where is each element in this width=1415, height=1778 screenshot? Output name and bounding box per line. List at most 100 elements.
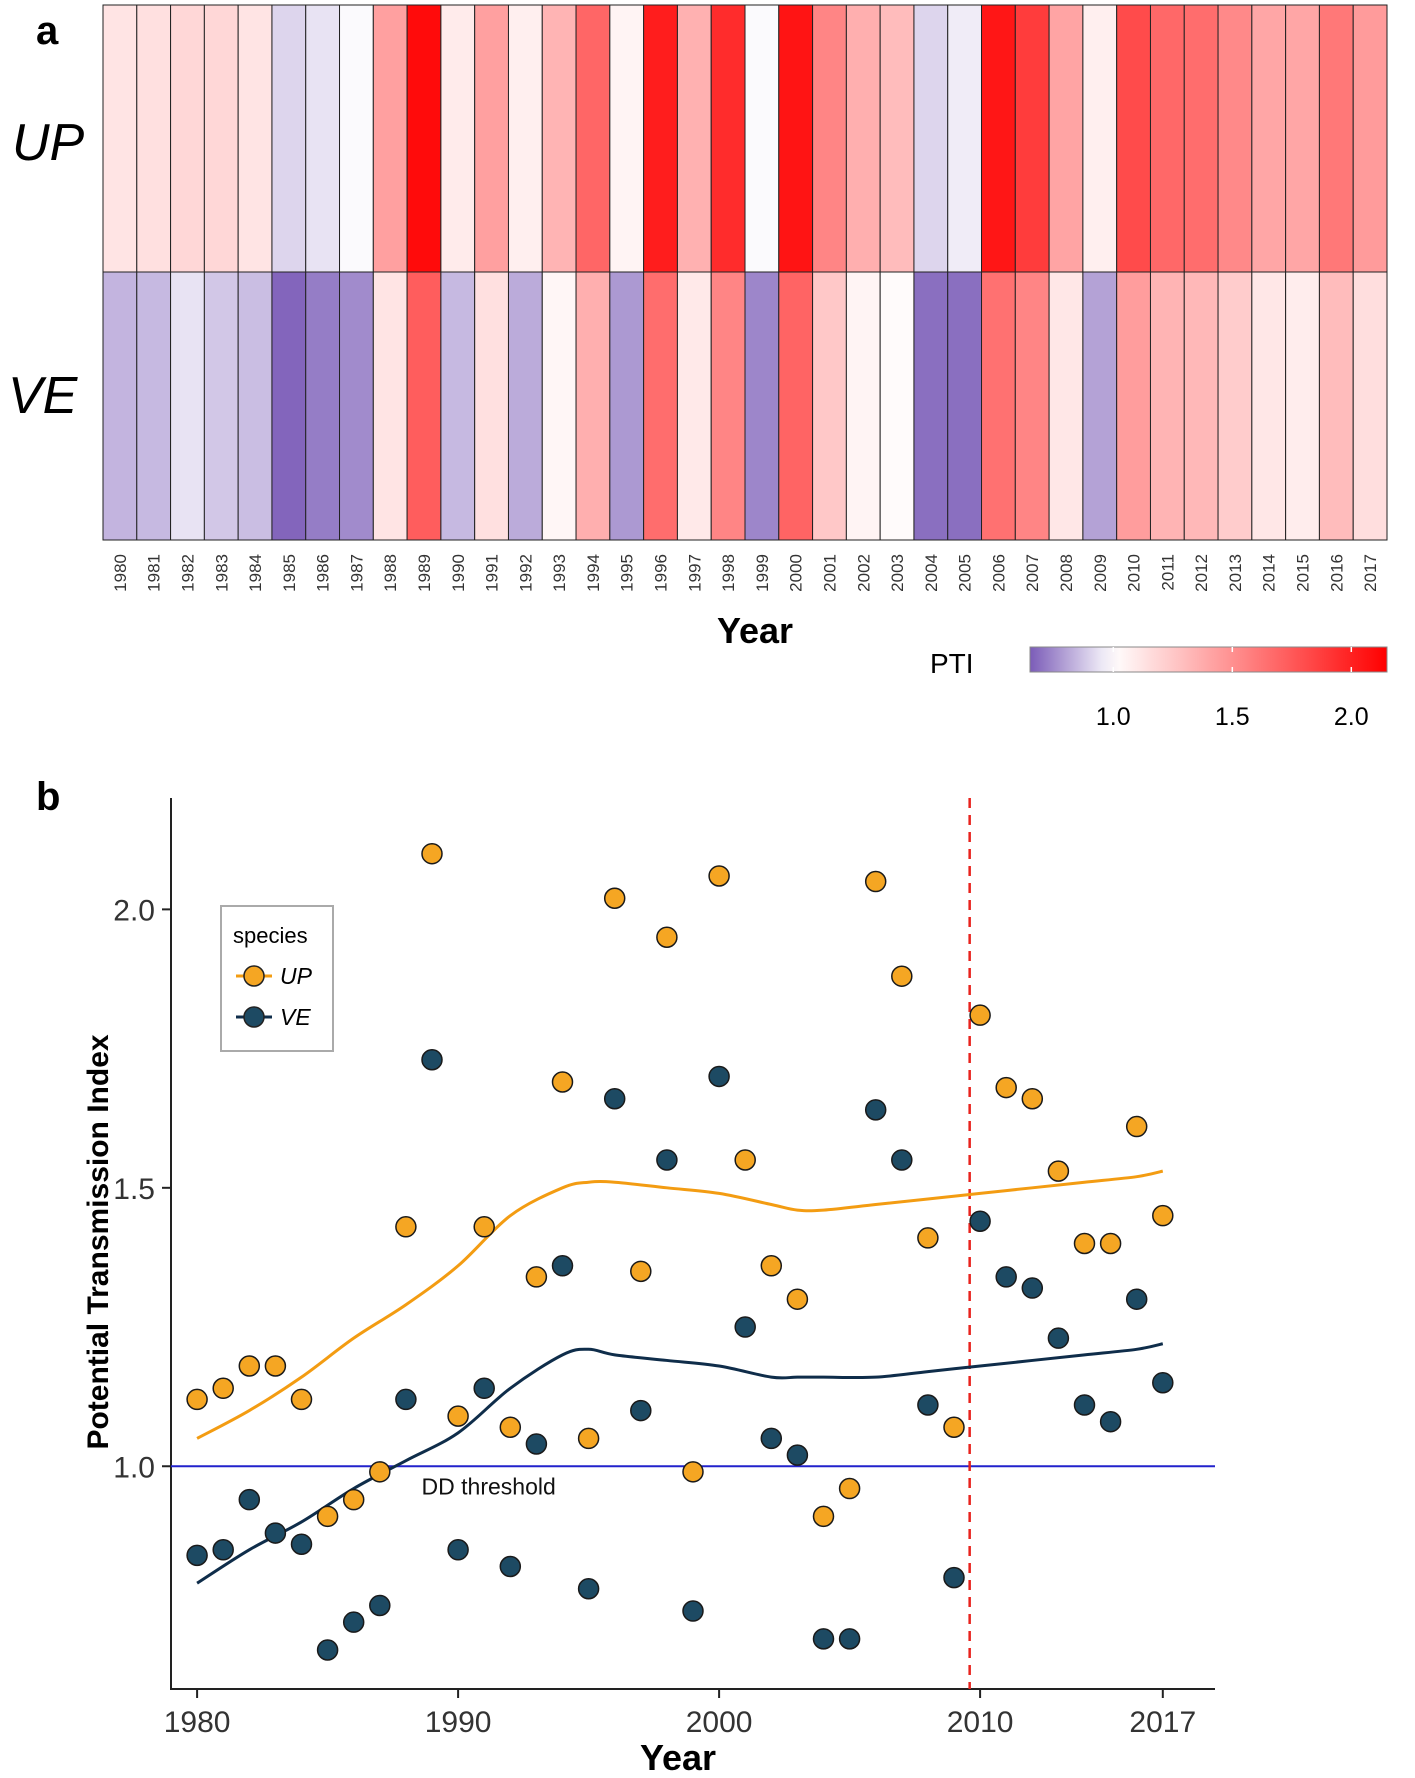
- heat-cell-up-1986: [305, 4, 341, 273]
- panel-a-label: a: [36, 9, 59, 53]
- heat-cell-ve-1984: [237, 271, 273, 541]
- point-up-2004: [812, 1505, 835, 1528]
- point-up-2009: [943, 1416, 965, 1439]
- point-ve-2015: [1099, 1410, 1122, 1433]
- heat-cell-ve-1997: [676, 271, 712, 541]
- x-tick-label: 2010: [947, 1706, 1014, 1739]
- heat-year-tick: 1993: [550, 554, 569, 592]
- species-legend-box: [220, 905, 334, 1052]
- legend-up-label: UP: [280, 963, 313, 989]
- point-ve-2001: [734, 1316, 756, 1338]
- point-up-1981: [212, 1377, 234, 1400]
- x-tick-label: 2000: [686, 1706, 753, 1739]
- row-label-ve: VE: [8, 367, 79, 425]
- heat-cell-up-2010: [1116, 4, 1151, 273]
- point-ve-1999: [682, 1600, 704, 1622]
- point-ve-1983: [264, 1522, 287, 1544]
- point-up-2003: [786, 1288, 809, 1310]
- heat-year-tick: 2010: [1125, 554, 1144, 592]
- heat-year-tick: 2011: [1158, 554, 1177, 591]
- point-up-1984: [290, 1388, 313, 1411]
- heat-cell-ve-2003: [879, 271, 915, 541]
- heat-cell-ve-2008: [1048, 271, 1084, 541]
- heatmap-year-ticks: 1980 1981 1982 1983 1984 1985 1986 1987 1988 1989…: [111, 554, 1380, 592]
- heat-cell-ve-2016: [1318, 271, 1354, 541]
- point-ve-1980: [186, 1544, 208, 1567]
- y-tick-label: 2.0: [113, 894, 155, 927]
- heat-cell-up-1993: [541, 4, 577, 273]
- heat-cell-up-2013: [1217, 4, 1253, 273]
- point-up-1997: [630, 1260, 652, 1283]
- point-up-2005: [838, 1477, 861, 1500]
- point-ve-2011: [995, 1266, 1017, 1288]
- heat-year-tick: 2014: [1260, 554, 1279, 592]
- heat-cell-ve-1989: [406, 271, 442, 541]
- pti-legend-title: PTI: [930, 648, 974, 679]
- point-ve-1992: [499, 1555, 522, 1578]
- heat-cell-up-2014: [1251, 4, 1287, 273]
- row-label-up: UP: [12, 114, 85, 172]
- heat-year-tick: 1999: [753, 554, 772, 592]
- heat-year-tick: 1985: [280, 554, 299, 592]
- heat-cell-up-1983: [203, 4, 239, 273]
- point-up-1989: [421, 842, 443, 865]
- point-ve-2006: [864, 1099, 887, 1121]
- point-ve-2005: [838, 1628, 861, 1650]
- heat-cell-ve-1993: [541, 271, 577, 541]
- heat-cell-up-2016: [1318, 4, 1354, 273]
- point-up-1998: [656, 926, 678, 948]
- point-up-1986: [342, 1488, 365, 1511]
- point-ve-2012: [1021, 1277, 1044, 1299]
- trend-line-up: [196, 1169, 1164, 1440]
- heat-cell-ve-2001: [812, 271, 847, 541]
- heat-cell-ve-2002: [845, 271, 881, 541]
- legend-ve-label: VE: [280, 1004, 311, 1030]
- point-up-2010: [969, 1004, 991, 1026]
- heat-year-tick: 1995: [618, 554, 637, 592]
- scatter-x-title: Year: [640, 1737, 716, 1778]
- heat-cell-ve-1996: [643, 271, 678, 541]
- dd-threshold-label: DD threshold: [422, 1473, 556, 1499]
- heat-year-tick: 2008: [1057, 554, 1076, 592]
- heat-year-tick: 1997: [685, 554, 704, 592]
- heat-cell-up-1984: [237, 4, 273, 273]
- heat-cell-ve-2005: [947, 271, 983, 541]
- point-ve-2014: [1073, 1394, 1096, 1416]
- heat-cell-up-2000: [778, 4, 814, 273]
- heat-cell-ve-2013: [1217, 271, 1253, 541]
- point-ve-1993: [525, 1433, 548, 1455]
- x-axis-ticks: 1980 1990 2000 2010 2017: [164, 1689, 1196, 1739]
- scatter-y-title: Potential Transmission Index: [82, 1034, 115, 1449]
- heat-cell-up-1992: [507, 4, 543, 273]
- trend-line-ve: [196, 1342, 1164, 1585]
- legend-ve-marker: [243, 1006, 265, 1028]
- x-tick-label: 1990: [425, 1706, 492, 1739]
- heat-cell-ve-1983: [203, 271, 239, 541]
- y-tick-label: 1.5: [113, 1173, 155, 1206]
- point-ve-1995: [577, 1578, 600, 1600]
- point-ve-2010: [969, 1210, 991, 1232]
- heat-cell-ve-1999: [744, 271, 780, 541]
- heat-year-tick: 2016: [1327, 554, 1346, 592]
- heat-year-tick: 2002: [854, 554, 873, 592]
- point-up-2008: [917, 1227, 939, 1249]
- point-ve-2008: [917, 1394, 939, 1416]
- point-ve-2002: [760, 1427, 783, 1450]
- heat-year-tick: 1991: [483, 554, 502, 592]
- heat-cell-ve-2007: [1014, 271, 1050, 541]
- point-ve-1997: [630, 1399, 652, 1422]
- heat-cell-up-2011: [1149, 4, 1185, 273]
- point-ve-2016: [1125, 1288, 1148, 1310]
- pti-tick-label: 2.0: [1334, 703, 1369, 731]
- heat-year-tick: 1984: [246, 554, 265, 592]
- heat-year-tick: 2017: [1361, 554, 1380, 592]
- heat-year-tick: 1987: [347, 554, 366, 592]
- heat-year-tick: 1981: [145, 554, 164, 592]
- point-up-2011: [995, 1076, 1017, 1099]
- heat-year-tick: 1983: [212, 554, 231, 592]
- point-ve-2007: [891, 1149, 913, 1171]
- panel-b-label: b: [36, 775, 60, 819]
- heat-cell-up-2005: [947, 4, 983, 273]
- pti-legend-ticks: 1.0 1.5 2.0: [1096, 647, 1369, 731]
- heat-cell-up-1988: [372, 4, 408, 273]
